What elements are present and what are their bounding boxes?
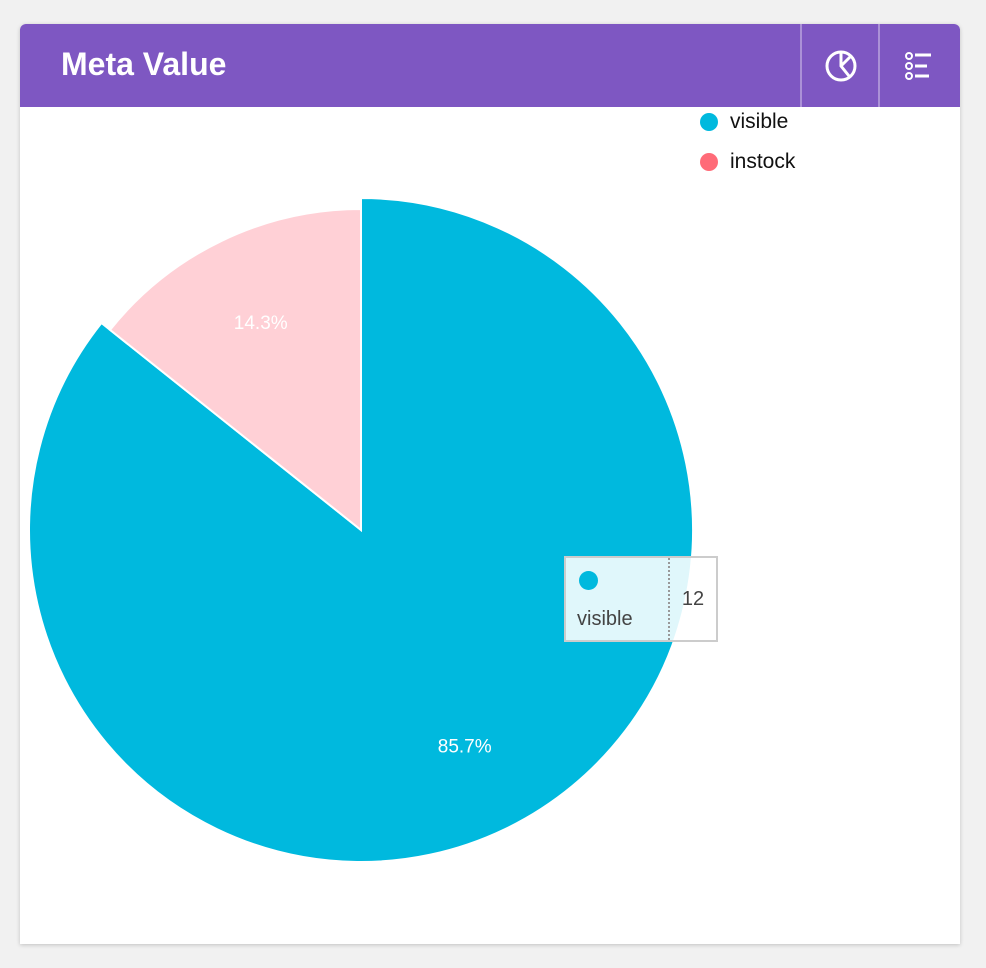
legend-toggle-button[interactable] bbox=[878, 24, 957, 107]
legend: visible instock bbox=[700, 102, 795, 182]
legend-list-icon bbox=[904, 51, 931, 80]
chart-type-button[interactable] bbox=[800, 24, 879, 107]
card-header: Meta Value bbox=[20, 24, 960, 107]
slice-label: 14.3% bbox=[234, 313, 288, 334]
legend-dot bbox=[700, 113, 718, 131]
pie-chart-icon bbox=[825, 50, 856, 81]
legend-label: visible bbox=[730, 110, 789, 133]
tooltip-name: visible bbox=[577, 608, 633, 630]
tooltip-dot bbox=[579, 571, 598, 590]
card-header-wrap: Meta Value bbox=[20, 24, 960, 107]
slice-label: 85.7% bbox=[438, 736, 492, 757]
tooltip-value: 12 bbox=[681, 587, 705, 610]
tooltip: visible 12 bbox=[564, 556, 718, 642]
card-title: Meta Value bbox=[61, 46, 227, 82]
legend-item-instock[interactable]: instock bbox=[700, 142, 795, 182]
legend-dot bbox=[700, 153, 718, 171]
legend-item-visible[interactable]: visible bbox=[700, 102, 795, 142]
legend-label: instock bbox=[730, 150, 796, 173]
